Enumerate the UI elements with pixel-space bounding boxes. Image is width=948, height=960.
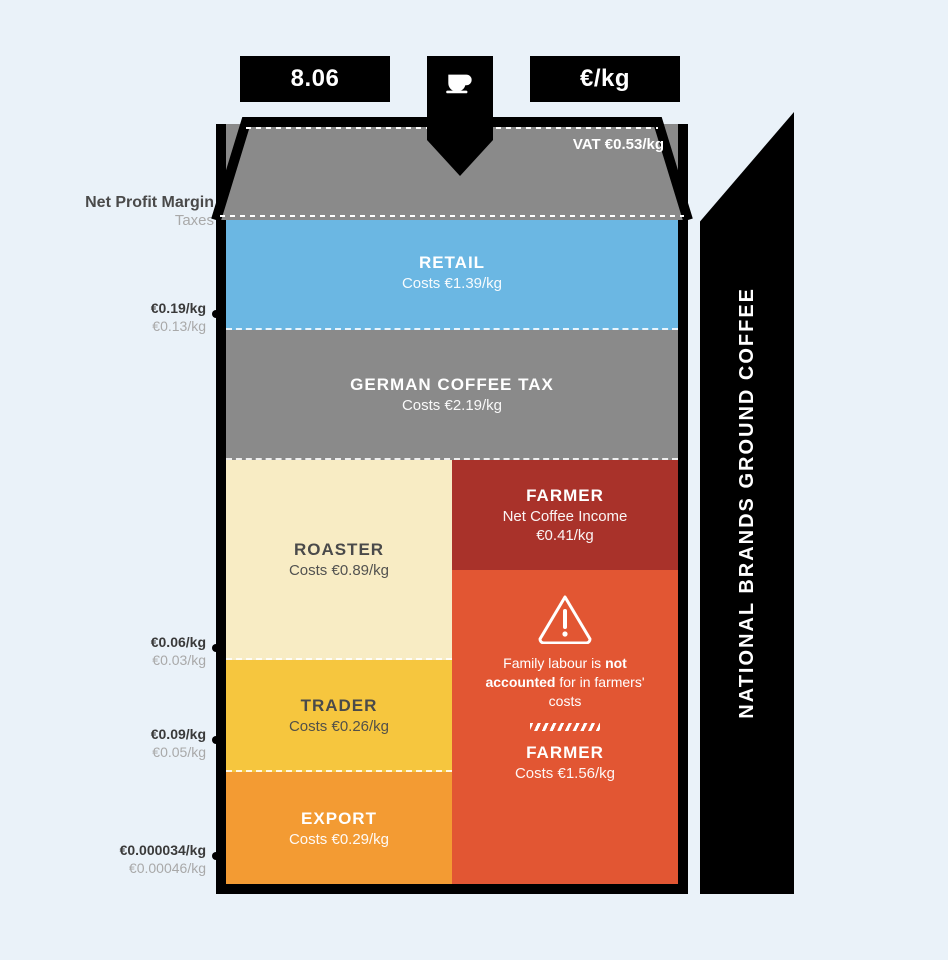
side-panel-label: NATIONAL BRANDS GROUND COFFEE bbox=[736, 287, 759, 719]
segment-farmer-warn: Family labour is not accounted for in fa… bbox=[452, 570, 678, 884]
tax-title: GERMAN COFFEE TAX bbox=[350, 375, 554, 395]
vat-text: VAT €0.53/kg bbox=[573, 136, 664, 153]
farmer-income-sub1: Net Coffee Income bbox=[503, 508, 628, 525]
annotation-3-profit: €0.09/kg bbox=[16, 726, 206, 744]
farmer-costs-title: FARMER bbox=[526, 743, 604, 763]
infographic-stage: 8.06 €/kg VAT €0.53/kg RETAIL Costs €1.3… bbox=[0, 0, 948, 960]
warning-icon bbox=[537, 594, 593, 644]
retail-sub: Costs €1.39/kg bbox=[402, 275, 502, 292]
legend-taxes: Taxes bbox=[42, 212, 214, 229]
farmer-warning-text: Family labour is not accounted for in fa… bbox=[452, 654, 678, 711]
annotation-3: €0.09/kg €0.05/kg bbox=[16, 726, 206, 761]
trader-sub: Costs €0.26/kg bbox=[289, 718, 389, 735]
legend: Net Profit Margin Taxes bbox=[42, 194, 214, 229]
export-title: EXPORT bbox=[301, 809, 377, 829]
roaster-sub: Costs €0.89/kg bbox=[289, 562, 389, 579]
annotation-2-profit: €0.06/kg bbox=[16, 634, 206, 652]
annotation-1: €0.19/kg €0.13/kg bbox=[16, 300, 206, 335]
roaster-title: ROASTER bbox=[294, 540, 384, 560]
legend-profit: Net Profit Margin bbox=[42, 194, 214, 212]
segment-tax: GERMAN COFFEE TAX Costs €2.19/kg bbox=[226, 330, 678, 460]
annotation-4-profit: €0.000034/kg bbox=[16, 842, 206, 860]
segment-farmer-income: FARMER Net Coffee Income €0.41/kg bbox=[452, 460, 678, 570]
unit-label: €/kg bbox=[530, 56, 680, 102]
annotation-1-tax: €0.13/kg bbox=[16, 318, 206, 336]
annotation-2: €0.06/kg €0.03/kg bbox=[16, 634, 206, 669]
annotation-2-dot bbox=[212, 644, 220, 652]
annotation-4-dot bbox=[212, 852, 220, 860]
farmer-costs-sub: Costs €1.56/kg bbox=[515, 765, 615, 782]
export-sub: Costs €0.29/kg bbox=[289, 831, 389, 848]
annotation-1-dot bbox=[212, 310, 220, 318]
side-panel: NATIONAL BRANDS GROUND COFFEE bbox=[700, 112, 794, 894]
annotation-1-profit: €0.19/kg bbox=[16, 300, 206, 318]
tax-sub: Costs €2.19/kg bbox=[402, 397, 502, 414]
annotation-3-tax: €0.05/kg bbox=[16, 744, 206, 762]
annotation-4-tax: €0.00046/kg bbox=[16, 860, 206, 878]
segment-export: EXPORT Costs €0.29/kg bbox=[226, 772, 452, 884]
coffee-cup-icon bbox=[443, 64, 477, 98]
price-label: 8.06 bbox=[240, 56, 390, 102]
hatch-divider bbox=[530, 723, 600, 731]
retail-title: RETAIL bbox=[419, 253, 485, 273]
trader-title: TRADER bbox=[301, 696, 378, 716]
segment-retail: RETAIL Costs €1.39/kg bbox=[226, 214, 678, 330]
annotation-3-dot bbox=[212, 736, 220, 744]
annotation-2-tax: €0.03/kg bbox=[16, 652, 206, 670]
farmer-income-title: FARMER bbox=[526, 486, 604, 506]
segment-roaster: ROASTER Costs €0.89/kg bbox=[226, 460, 452, 660]
segment-trader: TRADER Costs €0.26/kg bbox=[226, 660, 452, 772]
annotation-4: €0.000034/kg €0.00046/kg bbox=[16, 842, 206, 877]
coffee-bag: VAT €0.53/kg RETAIL Costs €1.39/kg GERMA… bbox=[216, 124, 688, 894]
farmer-income-sub2: €0.41/kg bbox=[536, 527, 594, 544]
